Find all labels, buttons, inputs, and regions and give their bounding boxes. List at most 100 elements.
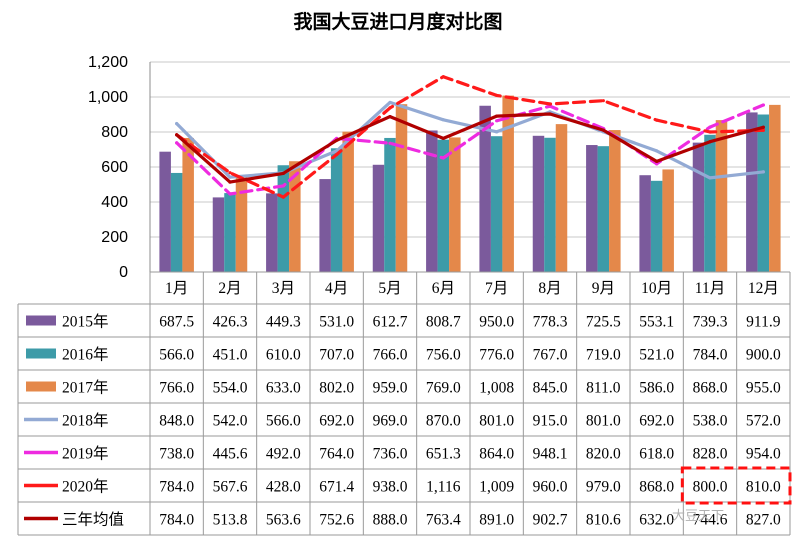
point-2018年-4月 bbox=[335, 149, 339, 153]
data-label: 827.0 bbox=[746, 512, 781, 529]
data-label: 426.3 bbox=[213, 314, 248, 331]
x-tick-label: 5月 bbox=[378, 280, 401, 297]
legend-label: 2020年 bbox=[62, 478, 109, 496]
point-2019年-7月 bbox=[495, 119, 499, 123]
data-label: 979.0 bbox=[586, 479, 621, 496]
data-label: 651.3 bbox=[426, 446, 461, 463]
data-label: 888.0 bbox=[373, 512, 408, 529]
data-label: 810.6 bbox=[586, 512, 621, 529]
data-label: 820.0 bbox=[586, 446, 621, 463]
y-tick-label: 200 bbox=[101, 229, 128, 246]
legend-label: 三年均值 bbox=[62, 511, 124, 529]
bar-2015年-4月 bbox=[319, 179, 331, 272]
point-三年均值-11月 bbox=[708, 140, 712, 144]
bar-2016年-8月 bbox=[544, 137, 556, 272]
data-label: 756.0 bbox=[426, 347, 461, 364]
data-label: 692.0 bbox=[319, 413, 354, 430]
data-label: 719.0 bbox=[586, 347, 621, 364]
data-label: 845.0 bbox=[533, 380, 568, 397]
x-tick-label: 1月 bbox=[165, 280, 188, 297]
bar-2016年-10月 bbox=[650, 180, 663, 272]
point-2018年-2月 bbox=[228, 175, 232, 179]
x-tick-label: 2月 bbox=[218, 280, 241, 297]
data-label: 572.0 bbox=[746, 413, 781, 430]
chart-title: 我国大豆进口月度对比图 bbox=[293, 10, 502, 33]
data-label: 563.6 bbox=[266, 512, 301, 529]
data-label: 801.0 bbox=[586, 413, 621, 430]
legend-label: 2016年 bbox=[62, 346, 109, 364]
data-label: 811.0 bbox=[586, 380, 621, 397]
bar-2017年-8月 bbox=[555, 124, 568, 272]
data-label: 801.0 bbox=[479, 413, 514, 430]
x-tick-label: 9月 bbox=[592, 280, 615, 297]
point-三年均值-8月 bbox=[548, 112, 552, 116]
data-label: 428.0 bbox=[266, 479, 301, 496]
point-2019年-12月 bbox=[761, 103, 765, 107]
point-2020年-11月 bbox=[708, 130, 712, 134]
data-label: 538.0 bbox=[693, 413, 728, 430]
data-label: 767.0 bbox=[533, 347, 568, 364]
data-label: 554.0 bbox=[213, 380, 248, 397]
point-三年均值-5月 bbox=[388, 115, 392, 119]
data-label: 776.0 bbox=[479, 347, 514, 364]
bar-2017年-5月 bbox=[395, 104, 408, 272]
point-2019年-3月 bbox=[281, 184, 285, 188]
data-label: 784.0 bbox=[159, 512, 194, 529]
point-2018年-10月 bbox=[655, 149, 659, 153]
data-label: 864.0 bbox=[479, 446, 514, 463]
point-三年均值-9月 bbox=[601, 128, 605, 132]
y-tick-label: 600 bbox=[101, 159, 128, 176]
data-label: 784.0 bbox=[159, 479, 194, 496]
data-label: 567.6 bbox=[213, 479, 248, 496]
data-label: 764.0 bbox=[319, 446, 354, 463]
x-tick-label: 6月 bbox=[432, 280, 455, 297]
data-label: 954.0 bbox=[746, 446, 781, 463]
series-line-2019年 bbox=[175, 103, 765, 196]
point-2018年-5月 bbox=[388, 100, 392, 105]
point-2020年-3月 bbox=[281, 195, 285, 199]
bar-2016年-9月 bbox=[597, 146, 610, 272]
point-2020年-8月 bbox=[548, 102, 552, 106]
point-2019年-2月 bbox=[228, 192, 232, 196]
data-label: 566.0 bbox=[266, 413, 301, 430]
data-label: 868.0 bbox=[639, 479, 674, 496]
data-label: 738.0 bbox=[159, 446, 194, 463]
data-label: 632.0 bbox=[639, 512, 674, 529]
x-tick-label: 3月 bbox=[272, 280, 295, 297]
point-2018年-11月 bbox=[708, 176, 712, 180]
bar-2017年-6月 bbox=[449, 137, 461, 272]
bar-2015年-7月 bbox=[479, 105, 491, 272]
point-2020年-10月 bbox=[655, 118, 659, 122]
bar-2015年-10月 bbox=[639, 175, 651, 272]
series-line-2020年 bbox=[175, 75, 765, 199]
point-2018年-1月 bbox=[175, 122, 179, 126]
data-label: 810.0 bbox=[746, 479, 781, 496]
bar-2016年-5月 bbox=[384, 137, 396, 272]
legend-label: 2019年 bbox=[62, 445, 109, 463]
data-label: 769.0 bbox=[426, 380, 461, 397]
bar-2015年-11月 bbox=[692, 142, 705, 272]
data-label: 612.7 bbox=[373, 314, 408, 331]
bar-2017年-12月 bbox=[769, 104, 781, 272]
data-label: 848.0 bbox=[159, 413, 194, 430]
watermark: 大豆天下 bbox=[672, 509, 724, 524]
point-2020年-6月 bbox=[441, 75, 445, 79]
point-三年均值-3月 bbox=[281, 171, 285, 175]
point-2020年-9月 bbox=[601, 99, 605, 103]
point-2019年-5月 bbox=[388, 141, 392, 145]
data-label: 959.0 bbox=[373, 380, 408, 397]
legend-swatch-2016年 bbox=[26, 348, 56, 359]
data-label: 586.0 bbox=[639, 380, 674, 397]
bar-2017年-7月 bbox=[502, 95, 514, 272]
data-label: 492.0 bbox=[266, 446, 301, 463]
point-2019年-10月 bbox=[655, 162, 659, 166]
data-label: 744.6 bbox=[693, 512, 728, 529]
data-label: 513.8 bbox=[213, 512, 248, 529]
bar-2015年-9月 bbox=[586, 145, 598, 272]
data-label: 739.3 bbox=[693, 314, 728, 331]
data-label: 1,008 bbox=[479, 380, 514, 397]
data-label: 531.0 bbox=[319, 314, 354, 331]
point-2018年-7月 bbox=[495, 130, 499, 134]
point-2019年-1月 bbox=[175, 141, 179, 145]
